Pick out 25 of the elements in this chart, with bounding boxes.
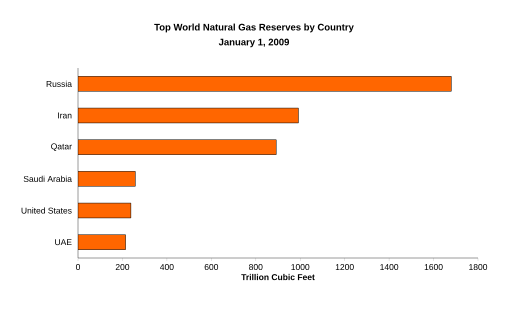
x-tick-label: 1600 xyxy=(424,264,443,270)
y-tick-label: UAE xyxy=(55,239,72,246)
bar xyxy=(78,234,126,250)
bar xyxy=(78,171,136,187)
bar xyxy=(78,108,299,124)
x-tick-label: 400 xyxy=(160,264,174,270)
chart-subtitle: January 1, 2009 xyxy=(218,38,290,48)
x-tick-label: 1000 xyxy=(291,264,310,270)
x-tick-label: 1800 xyxy=(469,264,488,270)
y-tick-label: Russia xyxy=(46,80,72,87)
x-tick-label: 1200 xyxy=(336,264,354,270)
x-tick-label: 800 xyxy=(249,264,263,270)
y-tick-label: United States xyxy=(22,207,72,214)
x-axis-title: Trillion Cubic Feet xyxy=(241,274,315,280)
bar xyxy=(78,202,132,218)
bar xyxy=(78,139,276,155)
y-tick-label: Qatar xyxy=(51,143,72,151)
y-tick-label: Saudi Arabia xyxy=(24,176,72,182)
x-tick-label: 0 xyxy=(76,264,80,270)
chart-title: Top World Natural Gas Reserves by Country xyxy=(154,24,354,32)
x-tick-label: 1400 xyxy=(380,264,398,270)
y-tick-label: Iran xyxy=(58,112,72,118)
bar xyxy=(78,76,452,92)
x-tick-label: 600 xyxy=(204,264,218,270)
x-tick-label: 200 xyxy=(116,264,130,270)
